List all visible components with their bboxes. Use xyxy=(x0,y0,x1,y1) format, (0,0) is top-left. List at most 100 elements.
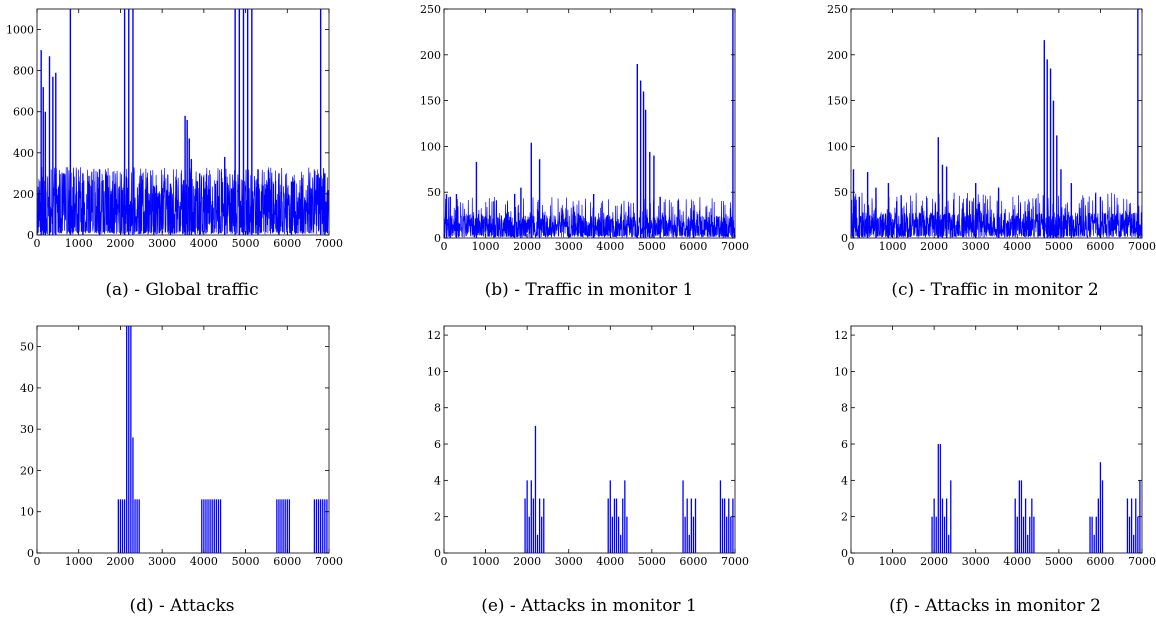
xtick-label-a-7: 7000 xyxy=(315,237,343,250)
xtick-label-e-1: 1000 xyxy=(472,555,500,568)
xtick-label-b-4: 4000 xyxy=(596,240,624,253)
ytick-label-b-2: 100 xyxy=(420,140,441,153)
plot-frame-a xyxy=(36,8,330,236)
xtick-label-c-3: 3000 xyxy=(962,240,990,253)
ytick-label-d-5: 50 xyxy=(20,341,34,354)
xtick-label-a-4: 4000 xyxy=(190,237,218,250)
ytick-label-c-2: 100 xyxy=(827,140,848,153)
ytick-label-e-0: 0 xyxy=(434,547,441,560)
xtick-label-c-0: 0 xyxy=(848,240,855,253)
ytick-label-c-3: 150 xyxy=(827,95,848,108)
xtick-label-f-5: 5000 xyxy=(1045,555,1073,568)
xtick-label-d-4: 4000 xyxy=(190,555,218,568)
xtick-label-f-4: 4000 xyxy=(1003,555,1031,568)
plot-area-e xyxy=(524,425,734,553)
xtick-label-d-1: 1000 xyxy=(65,555,93,568)
ytick-label-f-3: 6 xyxy=(841,438,848,451)
ytick-label-d-1: 10 xyxy=(20,506,34,519)
xtick-label-a-0: 0 xyxy=(34,237,41,250)
xtick-label-d-7: 7000 xyxy=(315,555,343,568)
xtick-label-b-6: 6000 xyxy=(679,240,707,253)
ytick-label-d-2: 20 xyxy=(20,464,34,477)
xtick-label-a-3: 3000 xyxy=(148,237,176,250)
xtick-label-c-4: 4000 xyxy=(1003,240,1031,253)
xtick-label-d-6: 6000 xyxy=(273,555,301,568)
ytick-label-e-3: 6 xyxy=(434,438,441,451)
xtick-label-f-0: 0 xyxy=(848,555,855,568)
plot-frame-e xyxy=(443,325,736,554)
xtick-label-d-2: 2000 xyxy=(106,555,134,568)
ytick-label-e-5: 10 xyxy=(427,365,441,378)
xtick-label-a-2: 2000 xyxy=(106,237,134,250)
xtick-label-b-7: 7000 xyxy=(721,240,749,253)
chart-f: 0 1000 2000 3000 4000 5000 6000 7000 0 2 4 6 8 10 12 xyxy=(834,325,1156,568)
xtick-label-c-6: 6000 xyxy=(1086,240,1114,253)
plot-area-c xyxy=(851,9,1142,238)
caption-b: (b) - Traffic in monitor 1 xyxy=(484,280,694,300)
chart-b: 0 1000 2000 3000 4000 5000 6000 7000 0 50 100 150 20… xyxy=(420,3,749,253)
ytick-label-e-1: 2 xyxy=(434,511,441,524)
plot-area-d xyxy=(117,326,328,553)
chart-e: 0 1000 2000 3000 4000 5000 6000 7000 0 2 4 6 8 10 12 xyxy=(427,325,749,568)
ytick-label-a-0: 0 xyxy=(27,229,34,242)
plot-area-b xyxy=(444,9,735,238)
xtick-label-f-2: 2000 xyxy=(920,555,948,568)
ytick-label-b-3: 150 xyxy=(420,95,441,108)
ytick-label-b-5: 250 xyxy=(420,3,441,16)
caption-d: (d) - Attacks xyxy=(129,596,235,616)
xtick-label-f-6: 6000 xyxy=(1086,555,1114,568)
chart-c: 0 1000 2000 3000 4000 5000 6000 7000 0 50 100 150 20… xyxy=(827,3,1156,253)
xtick-label-f-7: 7000 xyxy=(1128,555,1156,568)
ytick-label-c-5: 250 xyxy=(827,3,848,16)
plot-frame-d xyxy=(36,325,330,554)
ytick-label-b-0: 0 xyxy=(434,232,441,245)
plot-area-a xyxy=(37,9,329,235)
plot-frame-b xyxy=(443,8,736,239)
ytick-label-e-6: 12 xyxy=(427,329,441,342)
series-line-a xyxy=(37,167,329,235)
xtick-label-e-3: 3000 xyxy=(555,555,583,568)
xtick-label-d-5: 5000 xyxy=(232,555,260,568)
ytick-label-f-6: 12 xyxy=(834,329,848,342)
ytick-label-d-4: 40 xyxy=(20,382,34,395)
plot-frame-f xyxy=(850,325,1143,554)
ytick-label-f-1: 2 xyxy=(841,511,848,524)
caption-f: (f) - Attacks in monitor 2 xyxy=(889,596,1101,616)
ytick-label-f-5: 10 xyxy=(834,365,848,378)
xtick-label-e-4: 4000 xyxy=(596,555,624,568)
xtick-label-f-3: 3000 xyxy=(962,555,990,568)
ytick-label-f-4: 8 xyxy=(841,402,848,415)
ytick-label-c-4: 200 xyxy=(827,49,848,62)
xtick-label-d-3: 3000 xyxy=(148,555,176,568)
xtick-label-a-5: 5000 xyxy=(232,237,260,250)
ytick-label-a-5: 1000 xyxy=(6,24,34,37)
xtick-label-b-5: 5000 xyxy=(638,240,666,253)
series-line-c xyxy=(851,192,1142,238)
ytick-label-b-4: 200 xyxy=(420,49,441,62)
xtick-label-c-1: 1000 xyxy=(879,240,907,253)
xtick-label-e-2: 2000 xyxy=(513,555,541,568)
ytick-label-e-2: 4 xyxy=(434,474,441,487)
xtick-label-b-3: 3000 xyxy=(555,240,583,253)
xtick-label-e-6: 6000 xyxy=(679,555,707,568)
plot-area-f xyxy=(931,444,1141,553)
chart-d: 0 1000 2000 3000 4000 5000 6000 7000 0 10 20 30 40 50 xyxy=(20,325,343,568)
xtick-label-b-0: 0 xyxy=(441,240,448,253)
xtick-label-e-0: 0 xyxy=(441,555,448,568)
ytick-label-a-3: 600 xyxy=(13,106,34,119)
ytick-label-a-4: 800 xyxy=(13,65,34,78)
xtick-label-b-2: 2000 xyxy=(513,240,541,253)
ytick-label-d-0: 0 xyxy=(27,547,34,560)
xtick-label-c-7: 7000 xyxy=(1128,240,1156,253)
caption-a: (a) - Global traffic xyxy=(105,280,259,300)
ytick-label-f-2: 4 xyxy=(841,474,848,487)
xtick-label-e-5: 5000 xyxy=(638,555,666,568)
plot-frame-c xyxy=(850,8,1143,239)
xtick-label-f-1: 1000 xyxy=(879,555,907,568)
xtick-label-b-1: 1000 xyxy=(472,240,500,253)
caption-e: (e) - Attacks in monitor 1 xyxy=(481,596,697,616)
xtick-label-a-1: 1000 xyxy=(65,237,93,250)
xtick-label-d-0: 0 xyxy=(34,555,41,568)
chart-a: 0 1000 2000 3000 4000 5000 6000 7000 0 200 400 600 8… xyxy=(6,8,343,250)
xtick-label-c-5: 5000 xyxy=(1045,240,1073,253)
